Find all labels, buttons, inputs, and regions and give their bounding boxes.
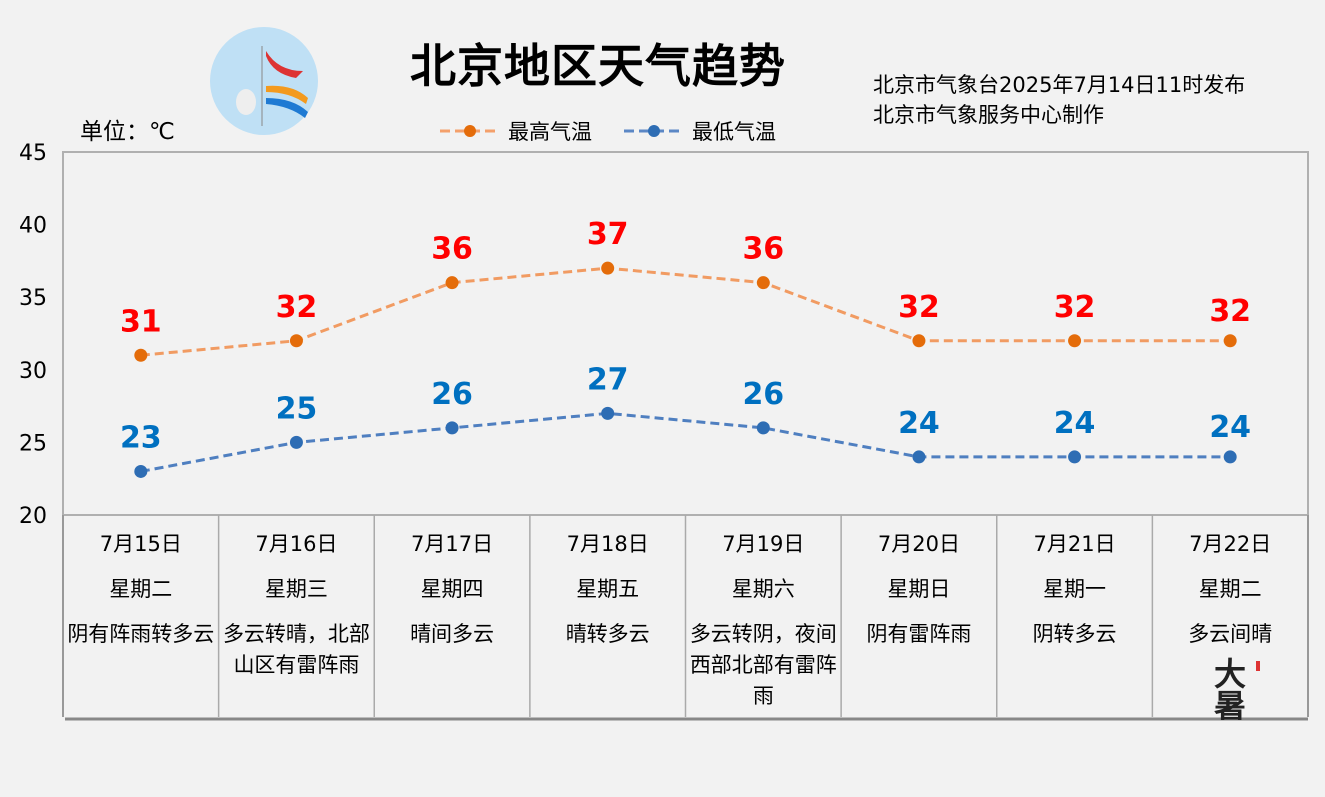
legend-item-low: 最低气温 bbox=[624, 116, 776, 146]
data-point bbox=[1223, 450, 1237, 464]
data-label: 37 bbox=[587, 217, 629, 252]
weekday-label: 星期二 bbox=[1198, 577, 1262, 601]
svg-text:大: 大 bbox=[1214, 655, 1246, 693]
data-label: 24 bbox=[1054, 406, 1096, 441]
day-column: 7月17日星期四晴间多云 bbox=[378, 515, 526, 717]
data-point bbox=[756, 276, 770, 290]
day-column: 7月16日星期三多云转晴，北部山区有雷阵雨 bbox=[223, 515, 371, 717]
data-point bbox=[756, 421, 770, 435]
data-point bbox=[289, 435, 303, 449]
day-column: 7月22日星期二多云间晴 bbox=[1156, 515, 1304, 717]
weekday-label: 星期二 bbox=[109, 577, 173, 601]
data-label: 32 bbox=[898, 290, 940, 325]
legend-item-high: 最高气温 bbox=[440, 116, 592, 146]
data-point bbox=[912, 450, 926, 464]
day-column: 7月15日星期二阴有阵雨转多云 bbox=[67, 515, 215, 717]
unit-label: 单位：℃ bbox=[80, 119, 175, 145]
data-point bbox=[1223, 334, 1237, 348]
data-label: 32 bbox=[1209, 294, 1251, 329]
y-tick-label: 35 bbox=[19, 286, 47, 311]
data-label: 26 bbox=[742, 377, 784, 412]
series-line-high bbox=[140, 266, 1231, 357]
data-point bbox=[912, 334, 926, 348]
data-label: 24 bbox=[1209, 410, 1251, 445]
weather-desc: 阴有雷阵雨 bbox=[866, 622, 972, 646]
series-line-low bbox=[140, 411, 1231, 473]
y-tick-label: 45 bbox=[19, 141, 47, 166]
data-label: 32 bbox=[276, 290, 318, 325]
issuer-line-1: 北京市气象台2025年7月14日11时发布 bbox=[873, 73, 1246, 97]
data-label: 32 bbox=[1054, 290, 1096, 325]
weather-desc: 多云转晴，北部山区有雷阵雨 bbox=[222, 622, 370, 677]
data-point bbox=[289, 334, 303, 348]
data-point bbox=[1068, 334, 1082, 348]
data-point bbox=[1068, 450, 1082, 464]
weather-desc: 阴转多云 bbox=[1032, 622, 1117, 646]
issuer-line-2: 北京市气象服务中心制作 bbox=[873, 103, 1104, 127]
data-point bbox=[134, 348, 148, 362]
day-column: 7月19日星期六多云转阴，夜间西部北部有雷阵雨 bbox=[690, 515, 838, 717]
data-point bbox=[601, 406, 615, 420]
data-label: 36 bbox=[431, 232, 473, 267]
weekday-label: 星期六 bbox=[731, 577, 795, 601]
weather-desc: 多云转阴，夜间西部北部有雷阵雨 bbox=[689, 622, 837, 708]
legend: 最高气温 最低气温 bbox=[440, 116, 776, 146]
weekday-label: 星期四 bbox=[420, 577, 484, 601]
data-point bbox=[445, 421, 459, 435]
data-point bbox=[601, 261, 615, 275]
day-column: 7月21日星期一阴转多云 bbox=[1001, 515, 1149, 717]
y-tick-label: 20 bbox=[19, 504, 47, 529]
svg-text:暑: 暑 bbox=[1214, 687, 1246, 720]
dashu-stamp: 大 暑 bbox=[1214, 655, 1260, 720]
y-tick-label: 40 bbox=[19, 214, 47, 239]
day-column: 7月18日星期五晴转多云 bbox=[534, 515, 682, 717]
date-label: 7月16日 bbox=[255, 532, 338, 556]
date-label: 7月18日 bbox=[566, 532, 649, 556]
data-label: 23 bbox=[120, 420, 162, 455]
date-label: 7月19日 bbox=[722, 532, 805, 556]
plot-frame bbox=[62, 151, 1309, 516]
date-label: 7月22日 bbox=[1189, 532, 1272, 556]
data-label: 36 bbox=[742, 232, 784, 267]
weather-desc: 晴转多云 bbox=[565, 622, 650, 646]
data-label: 27 bbox=[587, 362, 629, 397]
y-tick-label: 25 bbox=[19, 431, 47, 456]
data-label: 26 bbox=[431, 377, 473, 412]
data-label: 24 bbox=[898, 406, 940, 441]
data-point bbox=[134, 464, 148, 478]
weekday-label: 星期五 bbox=[576, 577, 640, 601]
weather-desc: 多云间晴 bbox=[1188, 622, 1273, 646]
data-label: 25 bbox=[276, 391, 318, 426]
date-label: 7月20日 bbox=[877, 532, 960, 556]
weekday-label: 星期三 bbox=[264, 577, 328, 601]
meteorological-service-logo bbox=[210, 27, 318, 135]
weekday-label: 星期日 bbox=[887, 577, 951, 601]
page-title: 北京地区天气趋势 bbox=[410, 39, 786, 93]
y-tick-label: 30 bbox=[19, 359, 47, 384]
weather-desc: 晴间多云 bbox=[410, 622, 495, 646]
day-column: 7月20日星期日阴有雷阵雨 bbox=[845, 515, 993, 717]
date-label: 7月21日 bbox=[1033, 532, 1116, 556]
data-point bbox=[445, 276, 459, 290]
date-label: 7月15日 bbox=[99, 532, 182, 556]
weather-desc: 阴有阵雨转多云 bbox=[67, 622, 215, 646]
weekday-label: 星期一 bbox=[1043, 577, 1107, 601]
issuer-info: 北京市气象台2025年7月14日11时发布 北京市气象服务中心制作 bbox=[873, 70, 1245, 130]
data-label: 31 bbox=[120, 304, 162, 339]
date-label: 7月17日 bbox=[411, 532, 494, 556]
